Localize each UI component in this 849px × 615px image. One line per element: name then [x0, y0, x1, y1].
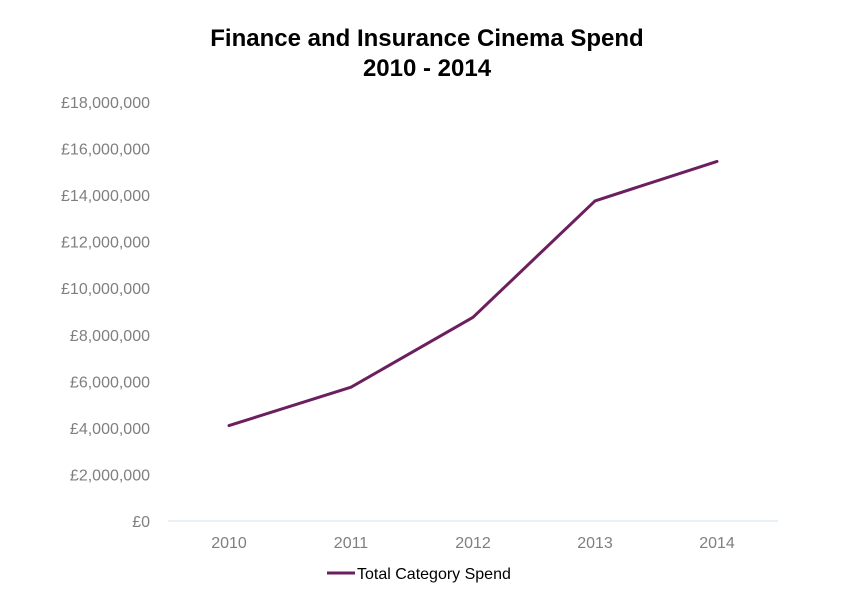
y-axis: £0 £2,000,000 £4,000,000 £6,000,000 £8,000,0…: [61, 95, 150, 531]
y-tick-label: £16,000,000: [61, 142, 150, 159]
series-line: [227, 159, 719, 428]
x-tick-label: 2012: [455, 535, 491, 552]
y-tick-label: £0: [132, 514, 150, 531]
chart-title-line-1: Finance and Insurance Cinema Spend: [210, 25, 643, 52]
x-tick-label: 2014: [699, 535, 735, 552]
legend-label: Total Category Spend: [357, 566, 511, 583]
y-tick-label: £10,000,000: [61, 281, 150, 298]
y-tick-label: £12,000,000: [61, 235, 150, 252]
y-tick-label: £4,000,000: [70, 421, 150, 438]
y-tick-label: £14,000,000: [61, 188, 150, 205]
x-tick-label: 2011: [334, 535, 369, 552]
y-tick-label: £8,000,000: [70, 328, 150, 345]
y-tick-label: £18,000,000: [61, 95, 150, 112]
chart-title-line-2: 2010 - 2014: [363, 55, 492, 82]
y-tick-label: £2,000,000: [70, 467, 150, 484]
chart-title: Finance and Insurance Cinema Spend 2010 …: [210, 25, 643, 82]
x-tick-label: 2010: [211, 535, 247, 552]
plot-area: [227, 159, 719, 428]
x-tick-label: 2013: [577, 535, 613, 552]
legend: Total Category Spend: [327, 566, 511, 583]
x-axis: 2010 2011 2012 2013 2014: [168, 520, 778, 552]
y-tick-label: £6,000,000: [70, 374, 150, 391]
